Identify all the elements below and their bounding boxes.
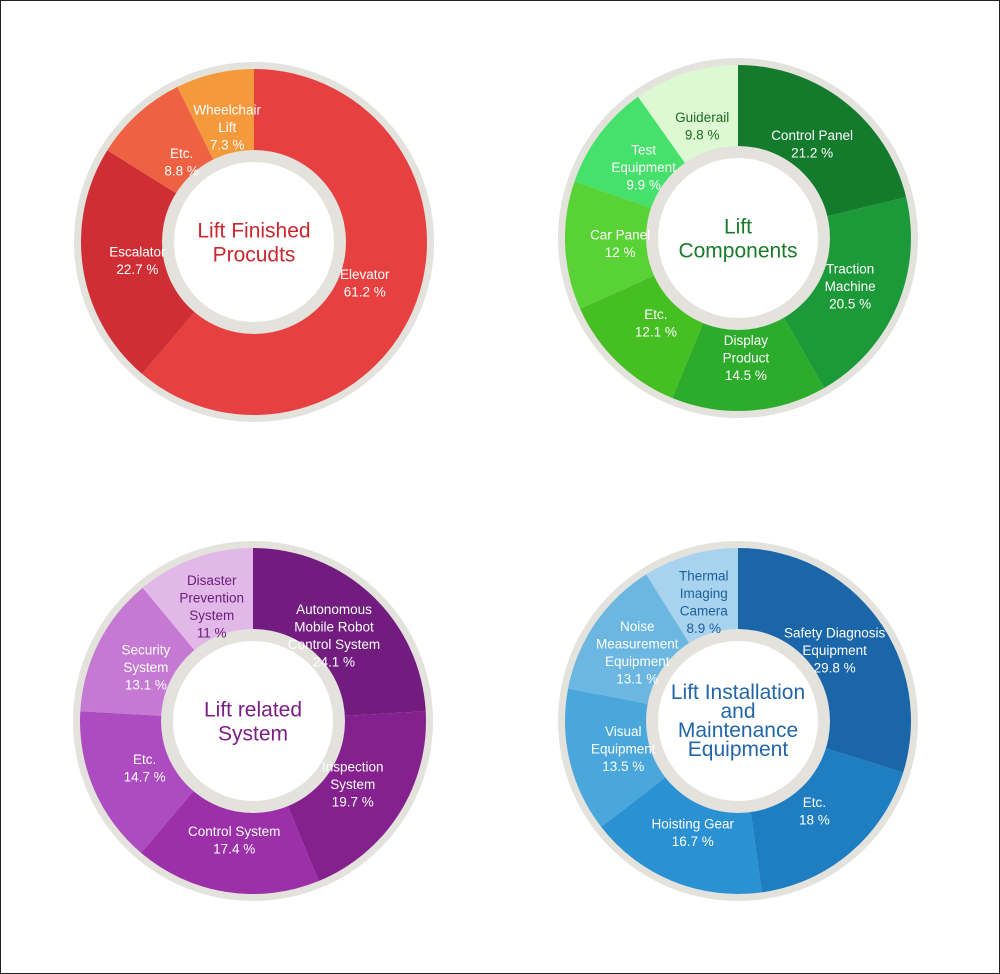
slice-label: Traction Machine 20.5 %: [825, 262, 876, 312]
center-hole: [173, 641, 333, 801]
slice-label: Inspection System 19.7 %: [322, 759, 384, 809]
slice-label: Autonomous Mobile Robot Control System 24.1…: [288, 602, 380, 670]
slice-label: Display Product 14.5 %: [723, 333, 770, 383]
slice-label: Hoisting Gear 16.7 %: [652, 816, 735, 849]
slice-label: Control System 17.4 %: [188, 824, 280, 857]
chart-title: Lift Finished Procudts: [197, 219, 310, 266]
slice-label: Control Panel 21.2 %: [771, 128, 853, 161]
slice-label: Test Equipment 9.9 %: [611, 143, 676, 193]
slice-label: Elevator 61.2 %: [340, 267, 390, 300]
donut-chart-lift-finished-procudts: Elevator 61.2 % Escalator 22.7 % Etc. 8.8 %Wh…: [74, 62, 434, 422]
chart-title: Lift related System: [204, 698, 302, 745]
chart-title: Lift Installation and Maintenance Equipment: [671, 681, 805, 761]
slice-label: Guiderail 9.8 %: [675, 110, 729, 143]
slice-label: Wheelchair Lift 7.3 %: [193, 103, 261, 153]
donut-chart-lift-installation-and-maintenance-equipment: Safety Diagnosis Equipment 29.8 % Etc. 18 % H…: [558, 541, 918, 901]
slice-label: Etc. 18 %: [799, 795, 830, 828]
slice-label: Etc. 12.1 %: [635, 307, 677, 340]
center-hole: [174, 162, 334, 322]
slice-label: Escalator 22.7 %: [109, 244, 166, 276]
chart-title: Lift Components: [678, 215, 797, 262]
slice-label: Noise Measurement Equipment 13.1 %: [596, 619, 679, 687]
center-hole: [658, 641, 818, 801]
slice-label: Thermal Imaging Camera 8.9 %: [679, 569, 729, 637]
center-hole: [658, 158, 818, 318]
slice-label: Disaster Prevention System 11 %: [179, 573, 244, 641]
slice-label: Etc. 14.7 %: [124, 752, 166, 785]
slice-label: Safety Diagnosis Equipment 29.8 %: [784, 625, 886, 675]
slice-label: Visual Equipment 13.5 %: [591, 724, 656, 774]
slice-label: Car Panel 12 %: [590, 227, 650, 260]
slice-label: Security System 13.1 %: [122, 642, 171, 692]
slice-label: Etc. 8.8 %: [164, 146, 199, 179]
donut-chart-lift-related-system: Autonomous Mobile Robot Control System 24.1…: [73, 541, 433, 901]
donut-chart-lift-components: Control Panel 21.2 % Traction Machine 20.5 %…: [558, 58, 918, 418]
